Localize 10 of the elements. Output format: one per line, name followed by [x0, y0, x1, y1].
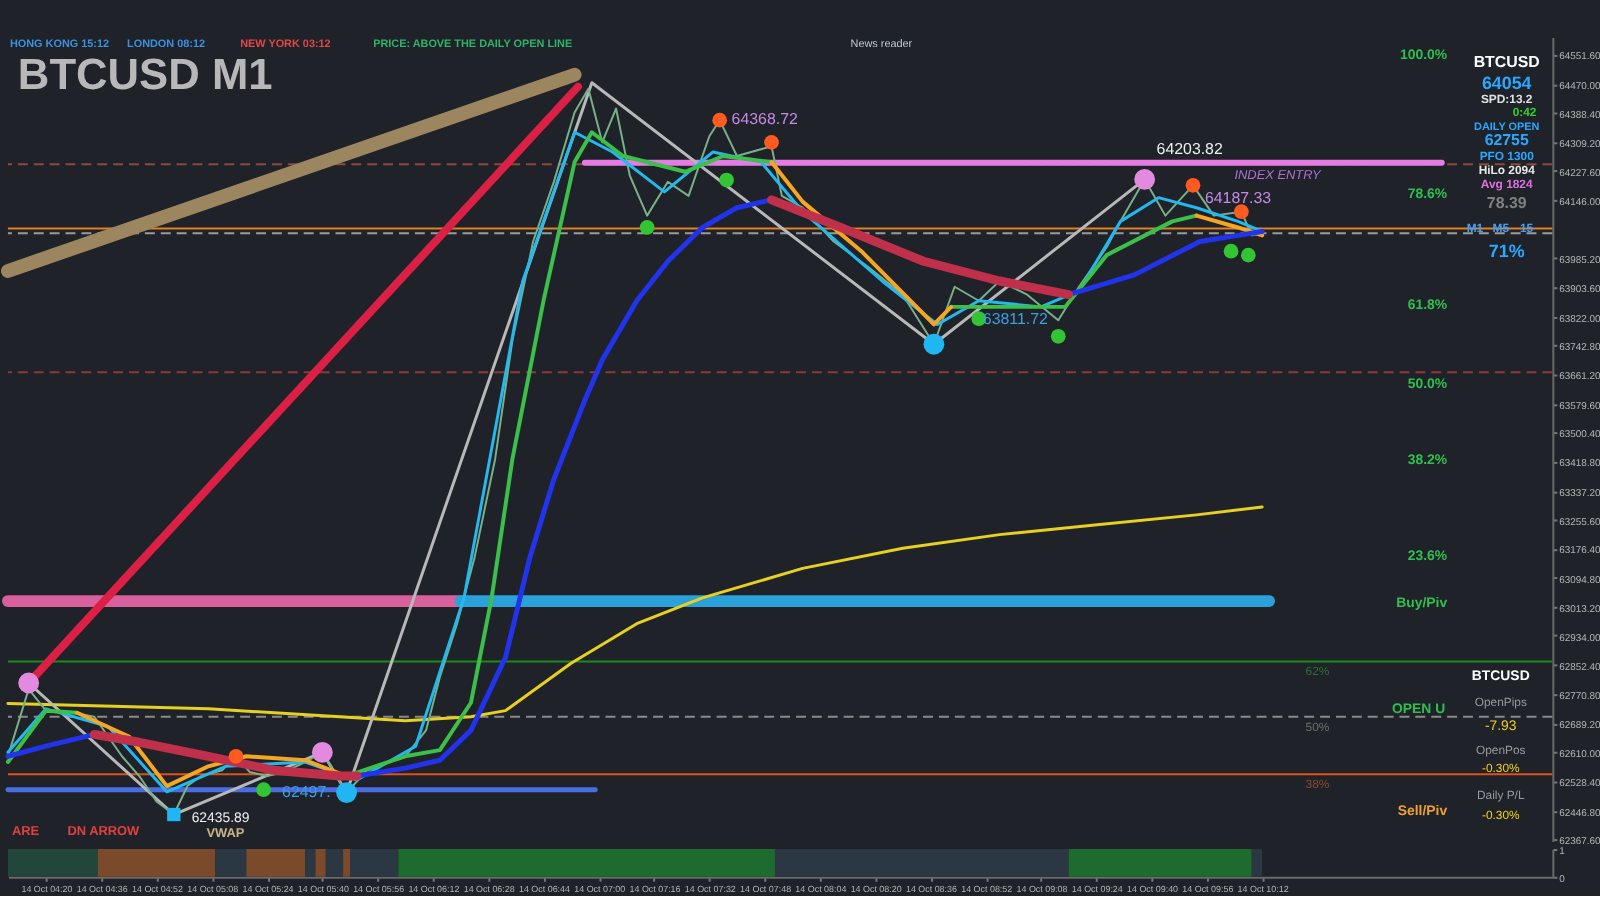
annotation: 64054: [1481, 72, 1532, 93]
annotation: 64368.72: [731, 110, 799, 129]
annotation: 64187.33: [1204, 189, 1273, 208]
annotation: 78.39: [1486, 193, 1528, 212]
annotation: 62755: [1484, 131, 1530, 150]
annotation: 71%: [1488, 241, 1525, 262]
annotation: BTCUSD: [1473, 52, 1541, 71]
annotation: 64203.82: [1156, 139, 1224, 158]
annotation: 62497.: [282, 782, 331, 801]
chart-title: BTCUSD M1: [17, 48, 273, 99]
